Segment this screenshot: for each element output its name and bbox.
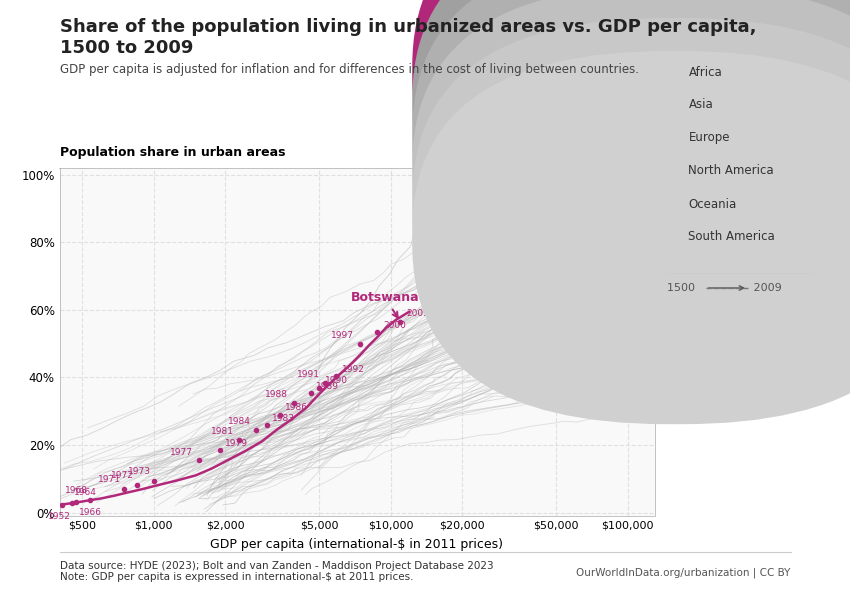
Text: 1964: 1964 <box>75 488 97 497</box>
Text: Oceania: Oceania <box>688 197 737 211</box>
Text: 1981: 1981 <box>211 427 234 436</box>
Text: 1990: 1990 <box>325 376 348 385</box>
Text: 1991: 1991 <box>297 370 320 379</box>
Text: 1966: 1966 <box>79 508 102 517</box>
Text: 1986: 1986 <box>286 403 309 412</box>
Text: Population share in urban areas: Population share in urban areas <box>60 146 285 159</box>
Text: Our World: Our World <box>688 29 752 39</box>
Text: 1952: 1952 <box>48 512 71 521</box>
Text: 1950: 1950 <box>0 599 1 600</box>
Text: in Data: in Data <box>698 44 743 55</box>
Text: OurWorldInData.org/urbanization | CC BY: OurWorldInData.org/urbanization | CC BY <box>576 567 790 577</box>
Text: 1988: 1988 <box>265 390 288 399</box>
Text: Data source: HYDE (2023); Bolt and van Zanden - Maddison Project Database 2023: Data source: HYDE (2023); Bolt and van Z… <box>60 561 493 571</box>
Text: Asia: Asia <box>688 98 713 112</box>
Text: Note: GDP per capita is expressed in international-$ at 2011 prices.: Note: GDP per capita is expressed in int… <box>60 572 413 583</box>
Text: 1979: 1979 <box>225 439 248 448</box>
Text: North America: North America <box>688 164 774 178</box>
Text: 2009: 2009 <box>750 283 781 293</box>
Text: Share of the population living in urbanized areas vs. GDP per capita,: Share of the population living in urbani… <box>60 18 756 36</box>
Text: 2005: 2005 <box>406 309 429 318</box>
Text: 1997: 1997 <box>332 331 354 340</box>
Text: 1968: 1968 <box>65 486 88 495</box>
Text: 1983: 1983 <box>272 413 295 422</box>
Text: Botswana: Botswana <box>351 292 420 317</box>
Text: 1977: 1977 <box>170 448 193 457</box>
Text: 1500: 1500 <box>667 283 699 293</box>
Text: Africa: Africa <box>688 65 722 79</box>
Text: 1971: 1971 <box>99 475 122 484</box>
Text: 1972: 1972 <box>111 471 134 480</box>
Text: 1973: 1973 <box>128 467 151 476</box>
Text: 2000: 2000 <box>383 320 406 329</box>
Text: GDP per capita is adjusted for inflation and for differences in the cost of livi: GDP per capita is adjusted for inflation… <box>60 63 638 76</box>
Text: 1989: 1989 <box>316 382 339 391</box>
Text: Europe: Europe <box>688 131 730 145</box>
X-axis label: GDP per capita (international-$ in 2011 prices): GDP per capita (international-$ in 2011 … <box>211 538 503 551</box>
Text: South America: South America <box>688 230 775 244</box>
Text: 1500 to 2009: 1500 to 2009 <box>60 39 193 57</box>
Text: 1984: 1984 <box>228 417 251 426</box>
Text: 1992: 1992 <box>342 365 365 374</box>
